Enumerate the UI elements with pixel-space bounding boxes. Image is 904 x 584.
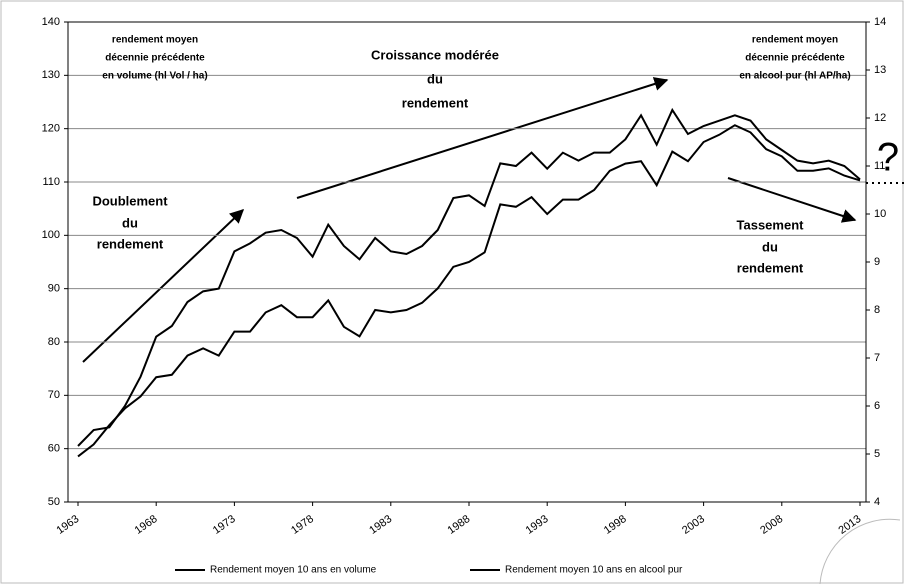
y2-tick-label: 12 [874, 112, 886, 124]
y-tick-label: 50 [48, 496, 60, 508]
annotation: du [122, 215, 138, 230]
decor-arc [819, 518, 901, 584]
annotation: rendement [97, 236, 164, 251]
annotation: du [427, 71, 443, 86]
annotation: décennie précédente [745, 53, 845, 64]
arrow [296, 77, 669, 199]
y-tick-label: 100 [42, 229, 60, 241]
y2-tick-label: 10 [874, 208, 886, 220]
plot-frame [67, 21, 867, 503]
y2-tick-label: 5 [874, 448, 880, 460]
y2-tick-label: 11 [874, 160, 885, 172]
annotation: en volume (hl Vol / ha) [102, 71, 207, 82]
y-tick-label: 110 [42, 176, 60, 188]
annotation: Croissance modérée [371, 47, 499, 62]
annotation: décennie précédente [105, 53, 205, 64]
annotation: ? [877, 136, 899, 180]
legend-label: Rendement moyen 10 ans en alcool pur [505, 565, 683, 576]
data-line [77, 124, 861, 458]
y2-tick-label: 9 [874, 256, 880, 268]
y2-tick-label: 13 [874, 64, 886, 76]
annotation: rendement [402, 95, 469, 110]
y-tick-label: 60 [48, 443, 60, 455]
legend-label: Rendement moyen 10 ans en volume [210, 565, 377, 576]
y2-tick-label: 7 [874, 352, 880, 364]
y-tick-label: 80 [48, 336, 60, 348]
y2-tick-label: 8 [874, 304, 880, 316]
arrow [727, 177, 857, 223]
annotation: rendement moyen [752, 35, 838, 46]
y2-tick-label: 14 [874, 16, 886, 28]
y-tick-label: 70 [48, 389, 60, 401]
y2-tick-label: 6 [874, 400, 880, 412]
annotation: Doublement [92, 193, 168, 208]
y-tick-label: 90 [48, 283, 60, 295]
annotation: rendement moyen [112, 35, 198, 46]
y-tick-label: 120 [42, 123, 60, 135]
annotation: en alcool pur (hl AP/ha) [739, 71, 850, 82]
annotation: rendement [737, 260, 804, 275]
annotation: du [762, 239, 778, 254]
y2-tick-label: 4 [874, 496, 880, 508]
y-tick-label: 140 [42, 16, 60, 28]
y-tick-label: 130 [42, 69, 60, 81]
data-line [77, 107, 861, 447]
annotation: Tassement [737, 217, 805, 232]
